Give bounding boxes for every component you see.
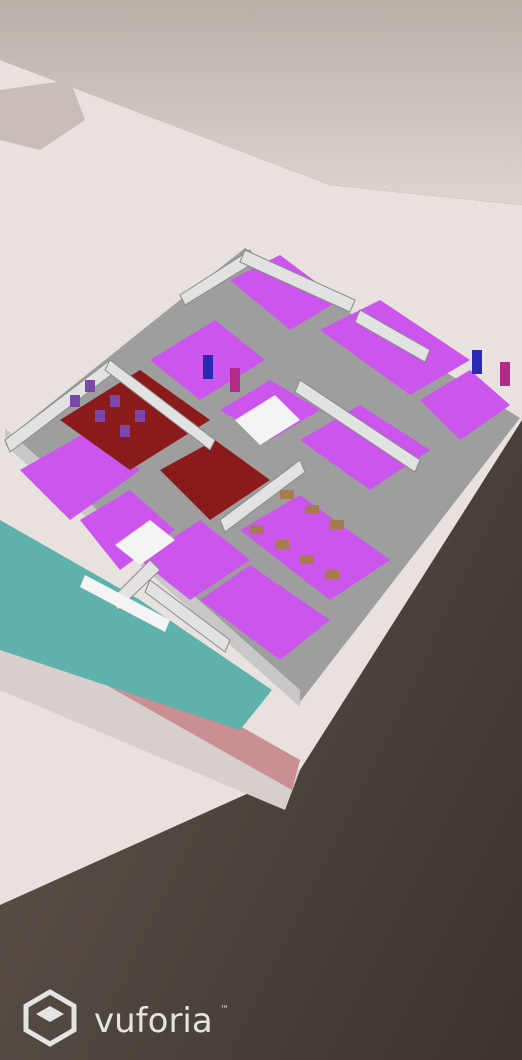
vuforia-logo: vuforia ™ xyxy=(23,989,229,1047)
watermark-text: vuforia xyxy=(94,1001,213,1041)
floorplan-model xyxy=(4,248,520,707)
watermark-trademark: ™ xyxy=(220,1005,229,1015)
